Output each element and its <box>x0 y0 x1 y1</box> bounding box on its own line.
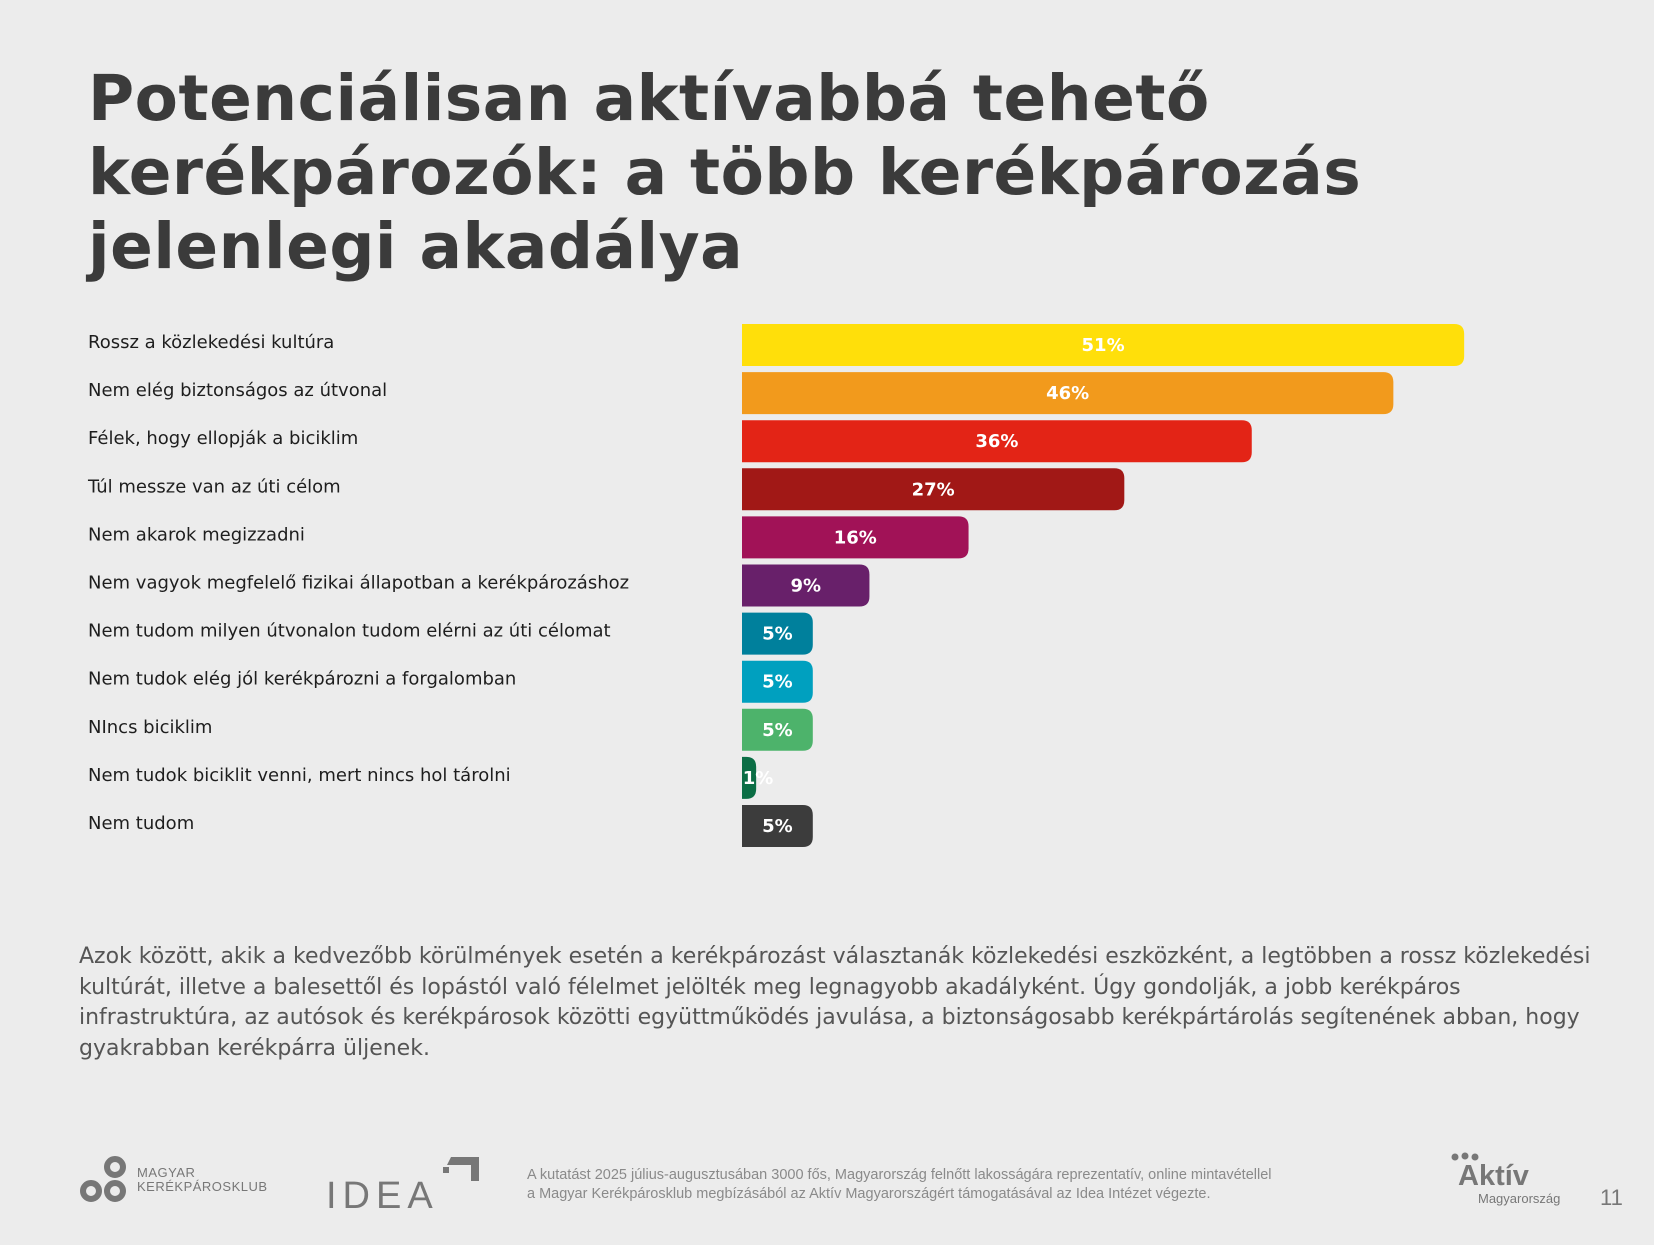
category-label: NIncs biciklim <box>88 717 212 738</box>
bar <box>742 612 813 655</box>
category-label: Nem tudok biciklit venni, mert nincs hol… <box>88 765 511 786</box>
data-label: 9% <box>790 576 821 597</box>
data-label: 5% <box>762 624 793 645</box>
bar <box>742 372 1394 415</box>
idea-square-icon <box>443 1157 479 1181</box>
aktiv-logo-subtext: Magyarország <box>1478 1191 1561 1206</box>
bar <box>742 660 813 703</box>
bar <box>742 324 1465 366</box>
category-label: Nem tudok elég jól kerékpározni a forgal… <box>88 669 516 690</box>
data-label: 16% <box>834 527 877 548</box>
data-label: 51% <box>1082 335 1125 356</box>
data-label: 27% <box>912 479 955 500</box>
aktiv-figure-icon <box>1451 1152 1479 1161</box>
footer-note: A kutatást 2025 július-augusztusában 300… <box>527 1166 1272 1204</box>
logo-mk-line1: MAGYAR <box>137 1165 196 1180</box>
bar-chart: Rossz a közlekedési kultúra 51% Nem elég b… <box>87 324 1465 847</box>
summary-paragraph: Azok között, akik a kedvezőbb körülménye… <box>79 944 1591 1061</box>
page-title: Potenciálisan aktívabbá tehető kerékpáro… <box>88 62 1362 283</box>
footer-note-line2: a Magyar Kerékpárosklub megbízásából az … <box>527 1186 1211 1202</box>
magyar-kerekparosklub-logo: MAGYAR KERÉKPÁROSKLUB <box>79 1155 268 1205</box>
bar <box>742 564 870 607</box>
category-label: Nem vagyok megfelelő fizikai állapotban … <box>88 573 629 594</box>
page-number: 11 <box>1600 1185 1623 1210</box>
bar <box>742 468 1125 511</box>
bar <box>742 805 813 847</box>
category-label: Nem tudom <box>88 813 194 834</box>
data-label: 46% <box>1046 383 1089 404</box>
aktiv-logo-text: Aktív <box>1458 1160 1529 1192</box>
data-label: 5% <box>762 672 793 693</box>
data-label: 36% <box>975 431 1018 452</box>
category-label: Túl messze van az úti célom <box>87 476 341 497</box>
category-label: Nem akarok megizzadni <box>88 524 305 545</box>
footer-note-line1: A kutatást 2025 július-augusztusában 300… <box>527 1167 1272 1183</box>
bar <box>742 420 1252 463</box>
bar <box>742 516 969 559</box>
data-label: 5% <box>762 816 793 837</box>
data-label: 5% <box>762 720 793 741</box>
category-label: Nem tudom milyen útvonalon tudom elérni … <box>88 621 611 642</box>
kerekparosklub-circles-icon <box>80 1156 126 1202</box>
category-label: Nem elég biztonságos az útvonal <box>88 380 387 401</box>
idea-logo-text: IDEA <box>326 1175 439 1217</box>
logo-mk-line2: KERÉKPÁROSKLUB <box>137 1179 268 1194</box>
category-label: Félek, hogy ellopják a biciklim <box>88 428 358 449</box>
category-label: Rossz a közlekedési kultúra <box>88 332 334 353</box>
bar <box>742 708 813 751</box>
bar <box>742 756 757 799</box>
data-label: 1% <box>743 768 774 789</box>
